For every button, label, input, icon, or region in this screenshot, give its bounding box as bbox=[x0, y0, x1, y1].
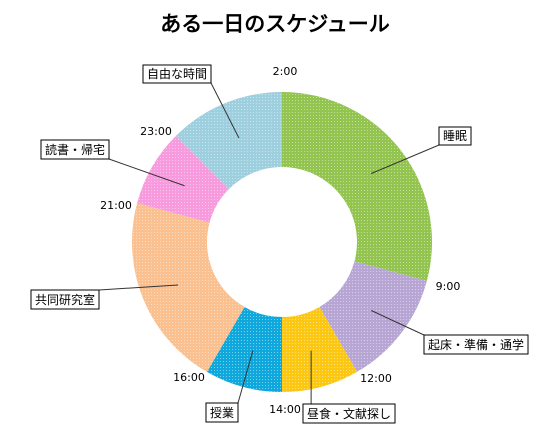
time-tick-label: 16:00 bbox=[173, 371, 205, 384]
slice-label-box: 自由な時間 bbox=[142, 64, 212, 84]
slice-label: 授業 bbox=[210, 405, 234, 420]
leader-line bbox=[210, 82, 240, 139]
slice-5 bbox=[132, 203, 245, 372]
time-tick-label: 14:00 bbox=[269, 403, 301, 416]
time-tick-label: 23:00 bbox=[140, 125, 172, 138]
chart-title: ある一日のスケジュール bbox=[160, 12, 390, 36]
slice-6 bbox=[137, 135, 229, 223]
time-tick-label: 2:00 bbox=[273, 65, 298, 78]
time-tick-label: 9:00 bbox=[436, 280, 461, 293]
slice-2 bbox=[319, 261, 427, 372]
leader-line bbox=[371, 144, 440, 174]
leader-line bbox=[98, 284, 179, 291]
slices-group bbox=[132, 92, 432, 393]
slice-label: 読書・帰宅 bbox=[45, 142, 105, 157]
slice-label: 共同研究室 bbox=[35, 292, 95, 307]
tick-labels-group: 2:00 9:00 12:00 14:00 16:00 21:00 23:00 bbox=[100, 65, 460, 416]
slice-label: 昼食・文献探し bbox=[307, 406, 391, 421]
leader-line bbox=[371, 310, 425, 336]
leader-line bbox=[108, 158, 185, 187]
leader-line bbox=[237, 350, 254, 404]
slice-label-box: 共同研究室 bbox=[30, 289, 100, 310]
slice-label-box: 昼食・文献探し bbox=[302, 403, 396, 424]
slice-7 bbox=[175, 92, 282, 189]
slice-label: 起床・準備・通学 bbox=[428, 337, 524, 352]
slice-label-box: 授業 bbox=[205, 402, 239, 423]
time-tick-label: 12:00 bbox=[360, 372, 392, 385]
time-tick-label: 21:00 bbox=[100, 199, 132, 212]
slice-label: 睡眠 bbox=[443, 129, 467, 143]
slice-4 bbox=[207, 306, 282, 393]
slice-label-box: 睡眠 bbox=[438, 126, 472, 146]
slice-label-box: 読書・帰宅 bbox=[40, 139, 110, 160]
slice-label-box: 起床・準備・通学 bbox=[423, 334, 529, 355]
slice-1 bbox=[282, 92, 432, 281]
slice-label: 自由な時間 bbox=[147, 67, 207, 81]
slice-3 bbox=[282, 306, 357, 392]
